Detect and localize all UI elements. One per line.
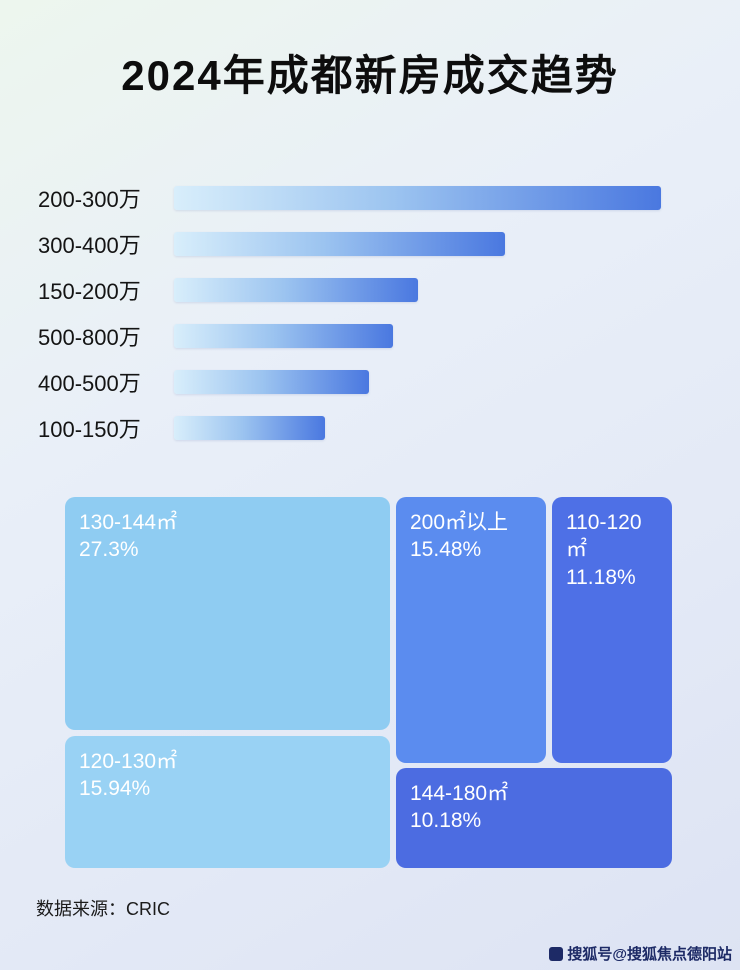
- bar-track: [174, 278, 661, 302]
- page-title: 2024年成都新房成交趋势: [121, 52, 619, 99]
- bar-row: 200-300万: [38, 186, 710, 212]
- watermark: 搜狐号@搜狐焦点德阳站: [549, 943, 732, 964]
- bar: [174, 416, 325, 440]
- treemap-block-value: 15.94%: [79, 777, 151, 801]
- bar-track: [174, 324, 661, 348]
- bar: [174, 186, 661, 210]
- treemap-block-200-plus: 200㎡以上 15.48%: [396, 497, 546, 763]
- bar-row: 300-400万: [38, 232, 710, 258]
- treemap-block-label: 110-120㎡: [566, 511, 642, 562]
- bar-track: [174, 186, 661, 210]
- bar-category-label: 200-300万: [38, 187, 141, 212]
- bar-track: [174, 416, 661, 440]
- bar-category-label: 100-150万: [38, 417, 141, 442]
- treemap-block-value: 11.18%: [566, 565, 636, 589]
- treemap-block-label: 120-130㎡: [79, 750, 178, 773]
- treemap-block-label: 144-180㎡: [410, 782, 509, 805]
- bar-chart: 200-300万 300-400万 150-200万 500-800万 400-…: [38, 186, 710, 462]
- treemap-block-label: 200㎡以上: [410, 511, 509, 534]
- treemap-block-130-144: 130-144㎡ 27.3%: [65, 497, 390, 730]
- bar-row: 500-800万: [38, 324, 710, 350]
- bar: [174, 278, 418, 302]
- treemap-block-value: 15.48%: [410, 538, 482, 562]
- data-source: 数据来源：CRIC: [36, 899, 170, 919]
- treemap-block-label: 130-144㎡: [79, 511, 178, 534]
- bar: [174, 370, 369, 394]
- bar-row: 400-500万: [38, 370, 710, 396]
- bar-row: 150-200万: [38, 278, 710, 304]
- treemap-block-120-130: 120-130㎡ 15.94%: [65, 736, 390, 868]
- treemap-block-144-180: 144-180㎡ 10.18%: [396, 768, 672, 868]
- bar-row: 100-150万: [38, 416, 710, 442]
- bar-category-label: 150-200万: [38, 279, 141, 304]
- treemap-block-value: 27.3%: [79, 538, 139, 562]
- treemap-block-value: 10.18%: [410, 809, 482, 833]
- bar: [174, 324, 394, 348]
- bar: [174, 232, 506, 256]
- watermark-text: 搜狐号@搜狐焦点德阳站: [567, 946, 732, 963]
- treemap-block-110-120: 110-120㎡ 11.18%: [552, 497, 672, 763]
- bar-track: [174, 232, 661, 256]
- bar-category-label: 400-500万: [38, 371, 141, 396]
- treemap: 130-144㎡ 27.3% 120-130㎡ 15.94% 200㎡以上 15…: [65, 497, 672, 868]
- bar-category-label: 300-400万: [38, 233, 141, 258]
- bar-track: [174, 370, 661, 394]
- bar-category-label: 500-800万: [38, 325, 141, 350]
- sohu-logo-icon: [549, 946, 564, 961]
